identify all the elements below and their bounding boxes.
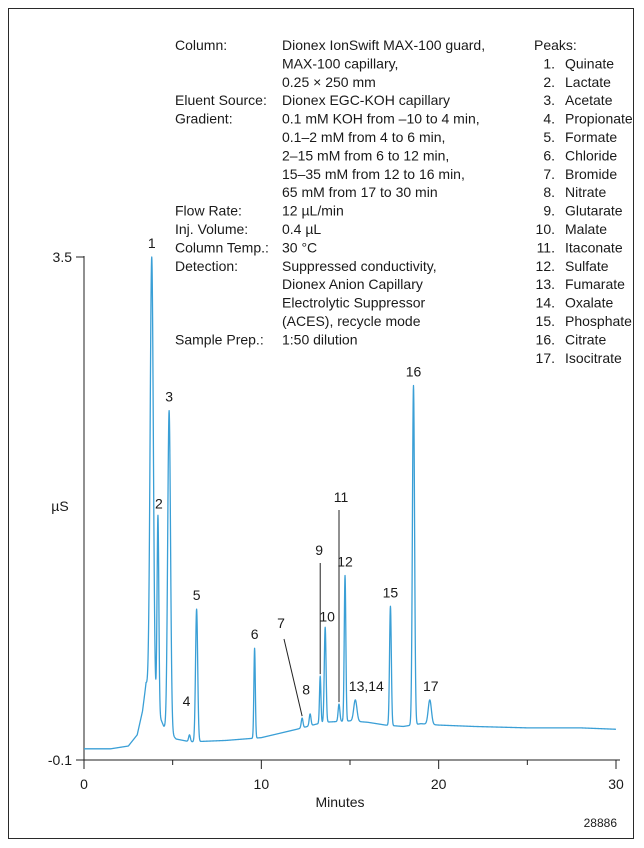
condition-value: MAX-100 capillary, [282, 55, 398, 71]
condition-key: Sample Prep.: [175, 331, 264, 347]
peak-number: 5. [543, 129, 555, 145]
peak-label: 9 [315, 542, 323, 558]
peak-name: Lactate [565, 74, 611, 90]
peak-label: 11 [334, 489, 349, 505]
peak-number: 11. [537, 239, 555, 255]
condition-value: 0.1 mM KOH from –10 to 4 min, [282, 111, 480, 127]
peak-label: 15 [383, 584, 399, 600]
peak-label: 3 [165, 389, 173, 405]
peak-number: 3. [543, 92, 555, 108]
condition-key: Inj. Volume: [175, 221, 248, 237]
peak-name: Itaconate [565, 239, 623, 255]
peak-label: 16 [406, 364, 422, 380]
peak-number: 16. [536, 331, 555, 347]
peak-number: 8. [543, 184, 555, 200]
peak-number: 6. [543, 147, 555, 163]
peak-number: 4. [543, 111, 555, 127]
condition-key: Eluent Source: [175, 92, 267, 108]
peak-label: 10 [319, 608, 335, 624]
condition-value: 0.4 µL [282, 221, 321, 237]
chromatogram-trace [83, 256, 617, 750]
peak-name: Oxalate [565, 295, 613, 311]
peaks-title: Peaks: [534, 37, 577, 53]
peak-label: 17 [423, 678, 439, 694]
peak-name: Malate [565, 221, 607, 237]
x-tick-label: 0 [80, 776, 88, 792]
peak-label: 13,14 [349, 678, 384, 694]
condition-value: 0.25 × 250 mm [282, 74, 376, 90]
x-tick-label: 10 [254, 776, 270, 792]
peak-name: Formate [565, 129, 617, 145]
peak-name: Chloride [565, 147, 617, 163]
y-axis-label: µS [51, 498, 68, 514]
peak-name: Phosphate [565, 313, 632, 329]
peak-number: 1. [543, 55, 555, 71]
peak-number: 14. [536, 295, 555, 311]
peak-label: 6 [251, 626, 259, 642]
peak-7-leader [283, 638, 303, 717]
peak-name: Isocitrate [565, 350, 622, 366]
condition-key: Detection: [175, 258, 238, 274]
peak-name: Bromide [565, 166, 617, 182]
condition-value: Dionex Anion Capillary [282, 276, 423, 292]
peak-number: 13. [536, 276, 555, 292]
x-tick-label: 30 [608, 776, 624, 792]
condition-value: 65 mM from 17 to 30 min [282, 184, 438, 200]
condition-value: Electrolytic Suppressor [282, 295, 426, 311]
peak-number: 12. [536, 258, 555, 274]
peak-name: Sulfate [565, 258, 609, 274]
figure-id: 28886 [584, 816, 618, 830]
x-tick-label: 20 [431, 776, 447, 792]
peak-label: 4 [183, 693, 191, 709]
condition-value: 1:50 dilution [282, 331, 358, 347]
peak-name: Acetate [565, 92, 613, 108]
y-tick-label: 3.5 [53, 249, 73, 265]
peak-label: 2 [155, 495, 163, 511]
condition-value: 2–15 mM from 6 to 12 min, [282, 147, 449, 163]
peak-label: 5 [193, 587, 201, 603]
condition-key: Column: [175, 37, 227, 53]
condition-key: Flow Rate: [175, 203, 242, 219]
condition-value: 30 °C [282, 239, 317, 255]
peak-name: Glutarate [565, 203, 623, 219]
peak-name: Citrate [565, 331, 606, 347]
condition-value: 12 µL/min [282, 203, 344, 219]
peak-name: Fumarate [565, 276, 625, 292]
x-axis-label: Minutes [315, 794, 364, 810]
y-tick-label: -0.1 [48, 752, 72, 768]
condition-value: Suppressed conductivity, [282, 258, 437, 274]
peak-number: 10. [536, 221, 555, 237]
peak-label: 8 [302, 681, 310, 697]
condition-value: 15–35 mM from 12 to 16 min, [282, 166, 465, 182]
peak-name: Propionate [565, 111, 633, 127]
condition-value: (ACES), recycle mode [282, 313, 421, 329]
peak-number: 17. [536, 350, 555, 366]
peak-number: 15. [536, 313, 555, 329]
peak-number: 9. [543, 203, 555, 219]
peak-number: 7. [543, 166, 555, 182]
peak-label: 7 [277, 615, 285, 631]
condition-value: Dionex EGC-KOH capillary [282, 92, 450, 108]
peak-name: Nitrate [565, 184, 606, 200]
condition-value: 0.1–2 mM from 4 to 6 min, [282, 129, 445, 145]
condition-key: Gradient: [175, 111, 233, 127]
peak-label: 12 [337, 554, 353, 570]
peak-name: Quinate [565, 55, 614, 71]
condition-value: Dionex IonSwift MAX-100 guard, [282, 37, 485, 53]
peak-number: 2. [543, 74, 555, 90]
condition-key: Column Temp.: [175, 239, 269, 255]
peak-label: 1 [148, 235, 156, 251]
